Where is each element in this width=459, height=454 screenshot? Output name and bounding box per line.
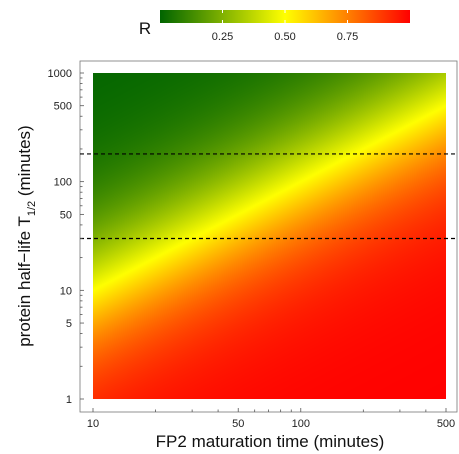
x-tick-label: 500 <box>437 418 455 430</box>
colorbar-title: R <box>139 19 151 38</box>
y-tick-label: 5 <box>66 318 72 330</box>
heatmap-area <box>93 73 446 399</box>
y-tick-label: 10 <box>60 285 72 297</box>
colorbar-tick-label: 0.75 <box>337 31 358 43</box>
colorbar-ticks: 0.25 0.50 0.75 <box>212 10 358 43</box>
y-tick-label: 1000 <box>48 68 72 80</box>
y-axis-title-subscript: 1/2 <box>26 201 38 216</box>
y-tick-label: 100 <box>54 177 72 189</box>
y-tick-label: 500 <box>54 101 72 113</box>
heatmap-field <box>93 73 446 399</box>
y-tick-label: 50 <box>60 209 72 221</box>
colorbar-tick-label: 0.25 <box>212 31 233 43</box>
y-axis-title: protein half−life T1/2 (minutes) <box>15 125 38 346</box>
x-tick-label: 100 <box>292 418 310 430</box>
x-tick-label: 50 <box>232 418 244 430</box>
colorbar-tick-label: 0.50 <box>274 31 295 43</box>
y-axis-ticks: 1 5 10 50 100 500 1000 <box>48 68 84 406</box>
x-axis-ticks: 10 50 100 500 <box>87 408 455 430</box>
x-tick-label: 10 <box>87 418 99 430</box>
colorbar <box>160 10 410 23</box>
y-axis-title-tail: (minutes) <box>15 125 34 201</box>
x-axis-title: FP2 maturation time (minutes) <box>156 432 385 451</box>
y-axis-title-main: protein half−life T <box>15 216 34 347</box>
y-tick-label: 1 <box>66 394 72 406</box>
